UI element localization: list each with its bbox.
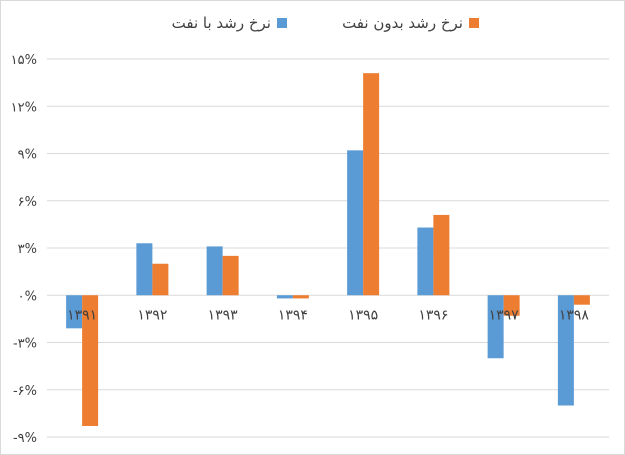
- bar-series-0-0: [66, 295, 83, 329]
- bar-series-1-4: [363, 73, 380, 296]
- legend-swatch-series-1: [469, 18, 479, 28]
- gridlines: [47, 58, 609, 438]
- legend: نرخ رشد بدون نفت نرخ رشد با نفت: [172, 14, 479, 32]
- category-label: ۱۳۹۷: [489, 307, 520, 323]
- legend-swatch-series-0: [277, 18, 287, 28]
- bar-series-1-5: [433, 214, 450, 296]
- bar-series-0-1: [136, 243, 153, 296]
- legend-label-series-1: نرخ رشد بدون نفت: [342, 14, 463, 32]
- y-tick-label: ۱۲%: [11, 100, 37, 115]
- category-label: ۱۳۹۲: [137, 307, 167, 323]
- category-label: ۱۳۹۴: [278, 307, 308, 323]
- bar-series-1-7: [573, 295, 590, 305]
- category-label: ۱۳۹۱: [67, 307, 97, 323]
- bar-series-0-3: [276, 295, 293, 299]
- y-tick-label: ۶%: [18, 195, 37, 210]
- bar-series-1-3: [292, 295, 309, 299]
- bar-series-1-1: [152, 263, 169, 296]
- bar-series-1-0: [82, 295, 99, 426]
- y-tick-label: -۶%: [13, 384, 37, 399]
- bar-series-0-7: [557, 295, 574, 406]
- bar-series-1-2: [222, 255, 239, 296]
- category-label: ۱۳۹۳: [208, 307, 239, 323]
- y-axis-ticks: ۱۵% ۱۲% ۹% ۶% ۳% ۰% -۳% -۶% -۹%: [11, 53, 37, 446]
- y-tick-label: ۳%: [18, 242, 37, 257]
- y-tick-label: ۹%: [18, 148, 37, 163]
- bar-series-0-5: [417, 227, 434, 296]
- bar-series-0-6: [487, 295, 504, 359]
- y-tick-label: -۳%: [13, 337, 37, 352]
- y-tick-label: ۱۵%: [11, 53, 37, 68]
- bar-series-1-6: [503, 295, 520, 316]
- bar-series-0-2: [206, 246, 223, 296]
- bars: [66, 73, 590, 426]
- y-tick-label: -۹%: [13, 431, 37, 446]
- bar-series-0-4: [347, 150, 364, 296]
- legend-label-series-0: نرخ رشد با نفت: [172, 14, 271, 32]
- category-label: ۱۳۹۶: [418, 307, 448, 323]
- category-label: ۱۳۹۸: [559, 307, 590, 323]
- category-label: ۱۳۹۵: [348, 307, 378, 323]
- y-tick-label: ۰%: [18, 289, 37, 304]
- x-axis-categories: ۱۳۹۱ ۱۳۹۲ ۱۳۹۳ ۱۳۹۴ ۱۳۹۵ ۱۳۹۶ ۱۳۹۷ ۱۳۹۸: [67, 307, 589, 323]
